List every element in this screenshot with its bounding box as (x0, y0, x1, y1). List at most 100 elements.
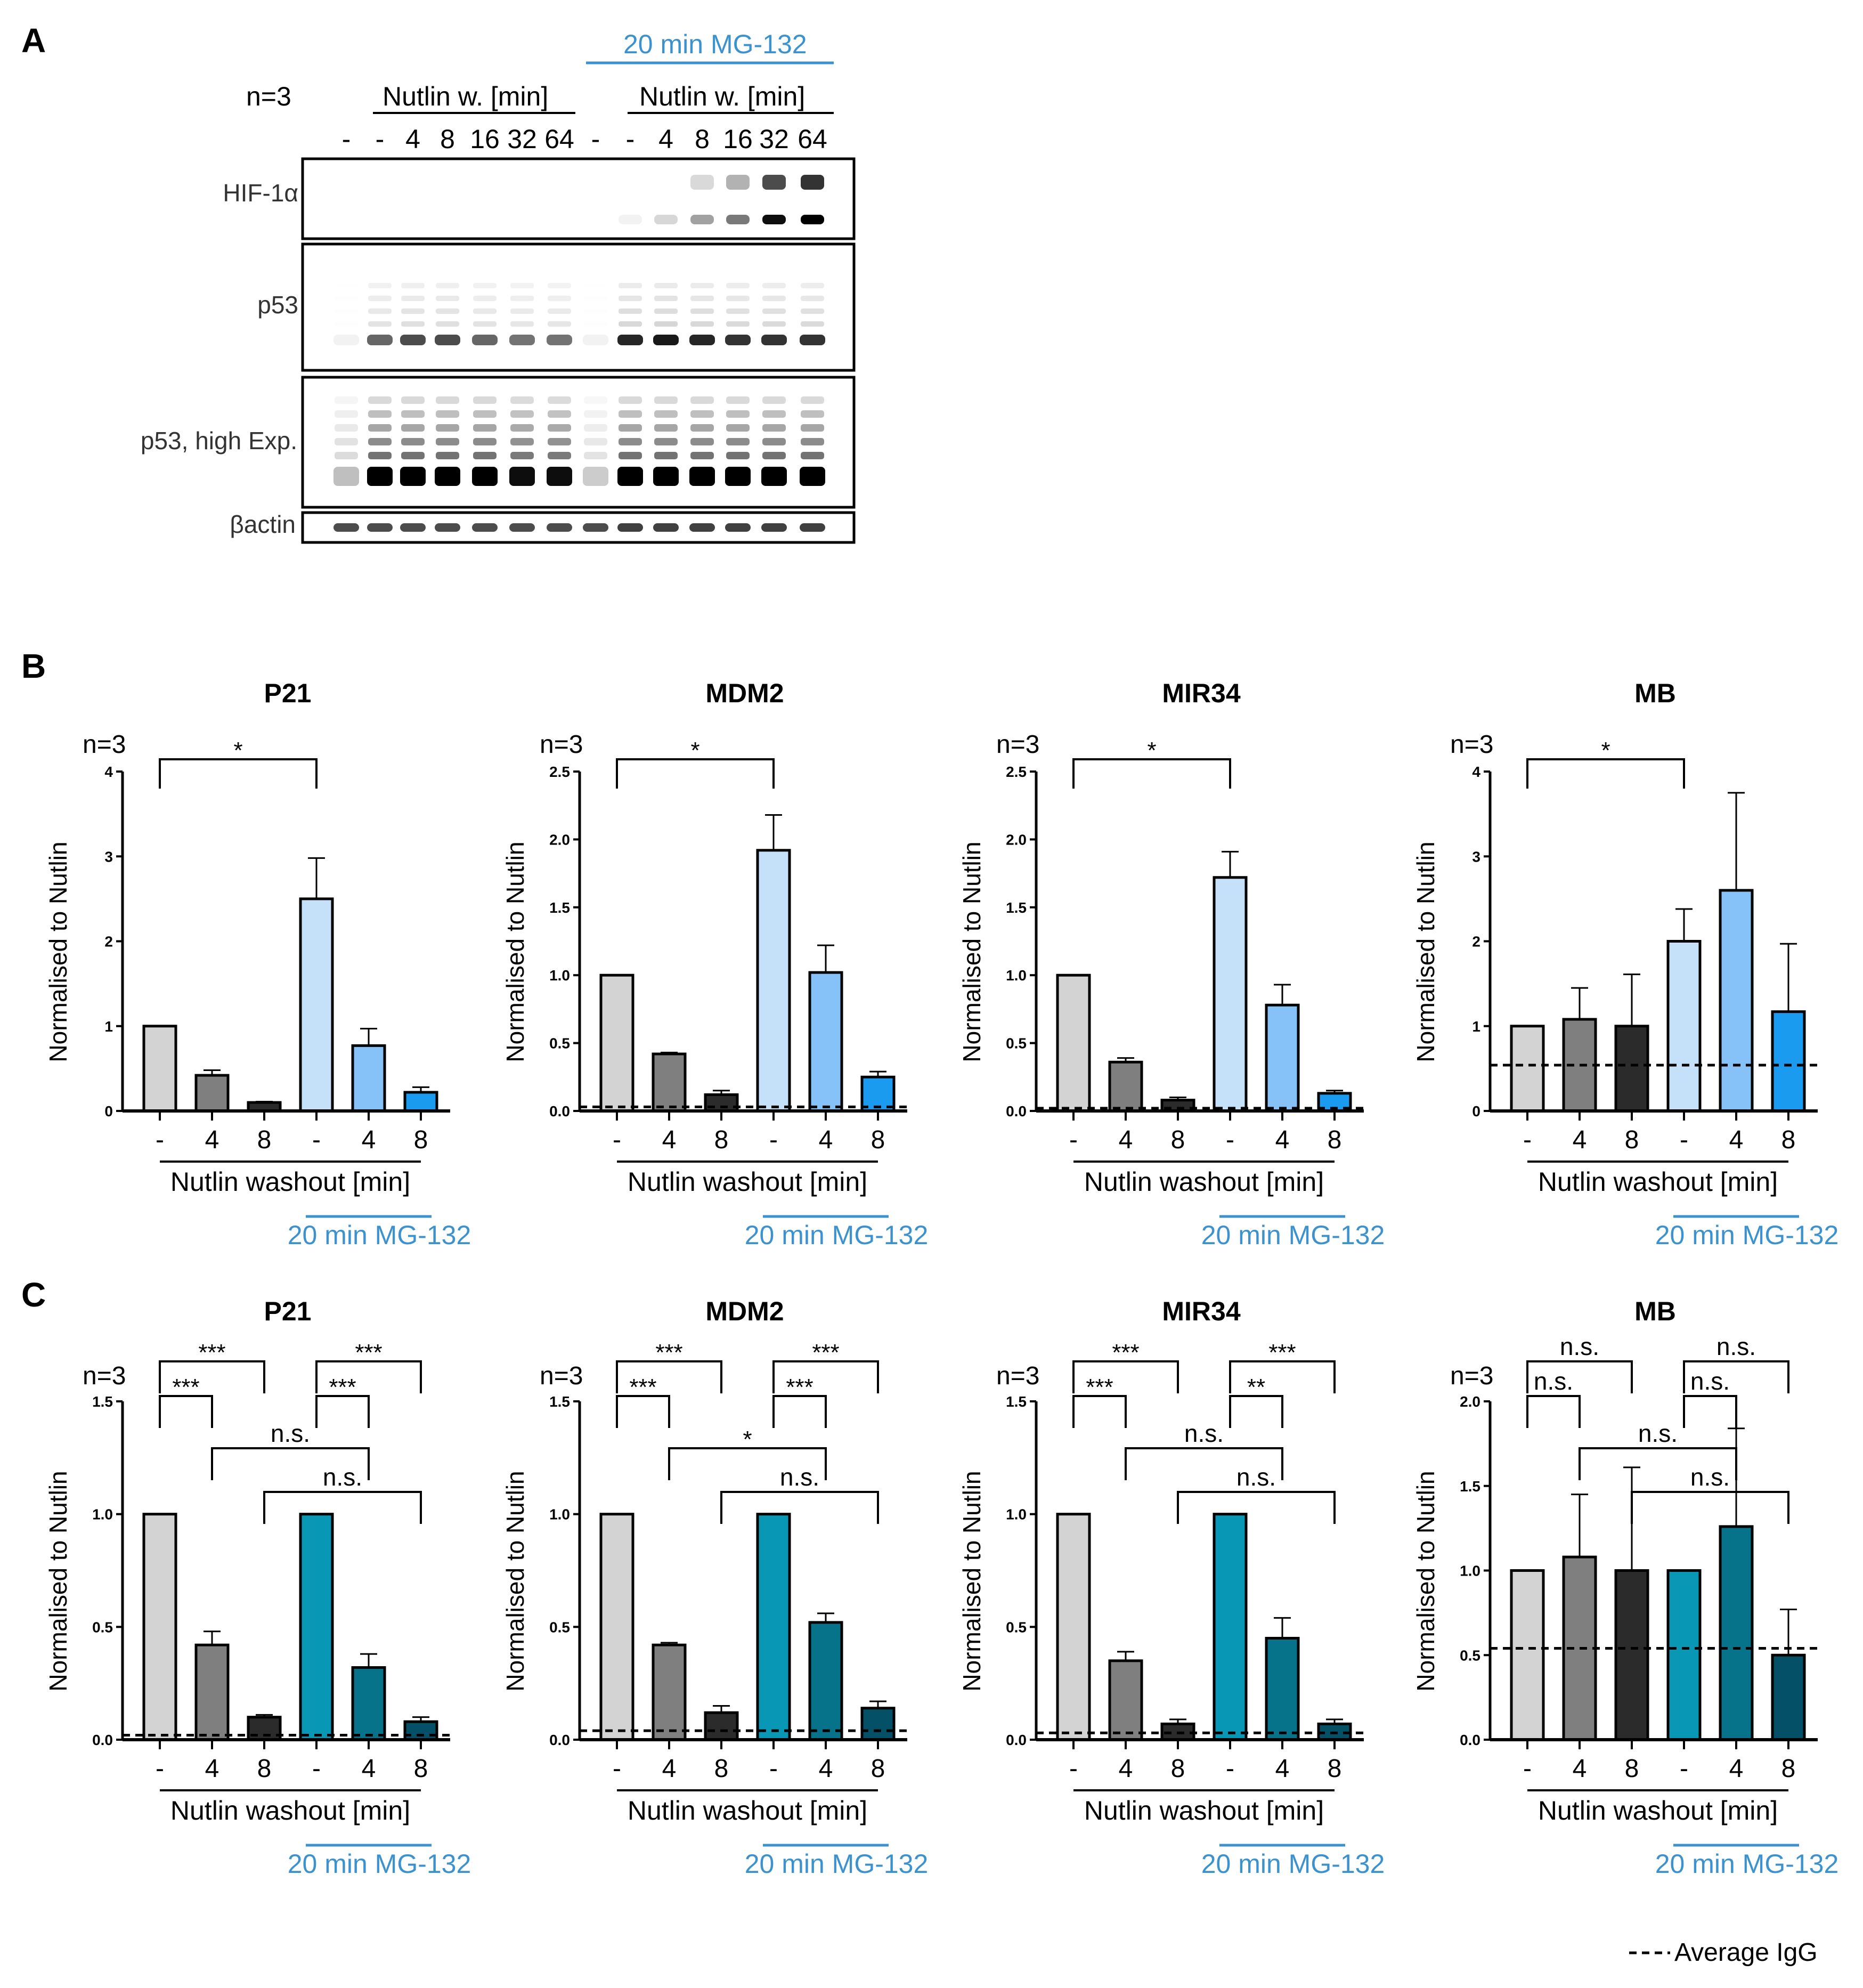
blot-band (368, 424, 392, 432)
blot-band (619, 296, 642, 301)
x-tick-label: - (1069, 1126, 1078, 1154)
blot-frame (301, 242, 856, 372)
significance-bracket (315, 1395, 370, 1428)
blot-band (401, 424, 425, 432)
blot-band (335, 410, 358, 418)
blot-band (584, 410, 607, 418)
blot-band (473, 410, 497, 418)
y-tick-label: 1.0 (1006, 1506, 1027, 1523)
blot-group-label-1: Nutlin w. [min] (383, 82, 548, 111)
legend-igg-label: Average IgG (1674, 1938, 1818, 1967)
blot-band (800, 467, 825, 486)
mg132-label: 20 min MG-132 (1201, 1849, 1385, 1879)
blot-band (335, 321, 358, 327)
blot-band (726, 175, 750, 190)
blot-band (762, 309, 786, 314)
y-tick-label: 1 (104, 1018, 113, 1035)
n-label: n=3 (1450, 1362, 1493, 1390)
significance-label: *** (1086, 1374, 1113, 1400)
x-tick-label: 4 (819, 1126, 833, 1154)
x-tick-label: 8 (1625, 1755, 1639, 1783)
blot-frame (301, 376, 856, 509)
blot-band (473, 296, 497, 301)
blot-band (548, 438, 571, 445)
blot-band (368, 452, 392, 459)
blot-band (762, 296, 786, 301)
bar (1056, 1513, 1091, 1741)
blot-band (690, 321, 714, 327)
blot-band (690, 452, 714, 459)
blot-band (472, 467, 498, 486)
blot-band (367, 335, 393, 345)
x-axis-label: Nutlin washout [min] (1084, 1796, 1324, 1825)
blot-band (368, 296, 392, 301)
significance-label: n.s. (1690, 1463, 1730, 1491)
blot-band (726, 283, 750, 288)
y-tick-label: 0.0 (549, 1103, 570, 1119)
panel-label-a: A (21, 21, 46, 60)
y-axis-label: Normalised to Nutlin (958, 841, 986, 1062)
y-tick-label: 1 (1472, 1018, 1480, 1035)
y-tick-label: 0.0 (1006, 1732, 1027, 1748)
bar (351, 1044, 386, 1113)
lane-label: 4 (658, 124, 673, 154)
x-tick-label: - (156, 1755, 164, 1783)
blot-band (619, 309, 642, 314)
y-tick-label: 4 (104, 764, 113, 780)
significance-bracket (1683, 1360, 1789, 1393)
blot-band (801, 309, 824, 314)
blot-band (801, 410, 824, 418)
blot-band (726, 396, 750, 404)
bar (1719, 1525, 1754, 1741)
lane-label: 32 (759, 124, 789, 154)
blot-band (401, 396, 425, 404)
significance-label: ** (1247, 1374, 1265, 1400)
blot-row-label: HIF-1α (223, 179, 298, 207)
blot-band (548, 296, 571, 301)
blot-band (510, 296, 534, 301)
chart-c-mdm2: MDM2 n=3 0.0 0.5 1.0 1.5 Normalised to Nutlin -… (501, 1296, 928, 1879)
mg132-label: 20 min MG-132 (745, 1849, 929, 1879)
blot-band (547, 467, 572, 486)
significance-label: n.s. (1638, 1419, 1678, 1447)
x-tick-label: - (769, 1126, 778, 1154)
x-axis-label: Nutlin washout [min] (628, 1796, 867, 1825)
x-tick-label: 4 (1729, 1755, 1744, 1783)
blot-band (654, 438, 678, 445)
significance-bracket (616, 1395, 670, 1428)
chart-title: MDM2 (705, 678, 784, 708)
significance-label: * (1147, 737, 1156, 764)
blot-band (509, 335, 535, 345)
bar (1108, 1659, 1143, 1741)
blot-band (801, 424, 824, 432)
y-tick-label: 0.5 (1006, 1619, 1027, 1635)
y-tick-label: 1.5 (1006, 899, 1027, 916)
blot-band (547, 335, 572, 345)
blot-band (762, 424, 786, 432)
blot-band (473, 396, 497, 404)
blot-band (367, 523, 393, 532)
blot-band (333, 523, 359, 532)
blot-band (690, 424, 714, 432)
x-axis-label: Nutlin washout [min] (1084, 1167, 1324, 1197)
chart-c-p21: P21 n=3 0.0 0.5 1.0 1.5 Normalised to Nutlin - 4… (44, 1296, 471, 1879)
x-axis-label: Nutlin washout [min] (170, 1796, 410, 1825)
blot-band (762, 410, 786, 418)
blot-band (473, 283, 497, 288)
blot-band (725, 523, 751, 532)
x-tick-label: - (1069, 1755, 1078, 1783)
blot-band (617, 523, 643, 532)
x-tick-label: 4 (205, 1755, 219, 1783)
x-tick-label: 4 (1275, 1755, 1290, 1783)
blot-band (584, 424, 607, 432)
significance-label: *** (198, 1340, 225, 1366)
blot-band (653, 523, 679, 532)
x-axis-label: Nutlin washout [min] (1538, 1796, 1778, 1825)
bar (1265, 1003, 1300, 1113)
x-tick-label: 4 (1119, 1126, 1133, 1154)
blot-band (801, 396, 824, 404)
significance-bracket (772, 1360, 879, 1393)
blot-band (400, 467, 426, 486)
y-axis-label: Normalised to Nutlin (1412, 1471, 1439, 1691)
